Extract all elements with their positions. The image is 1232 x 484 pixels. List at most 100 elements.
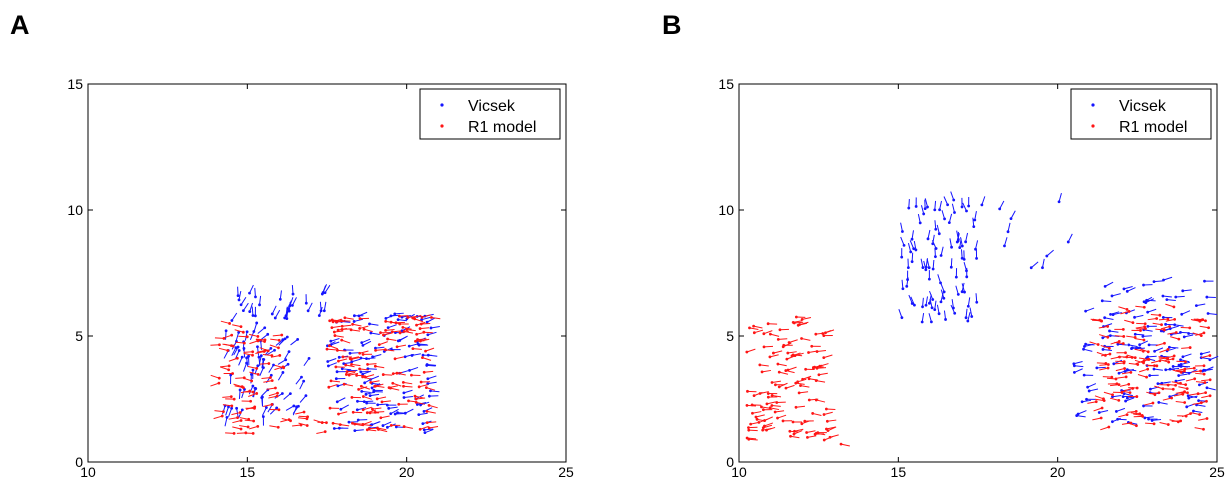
data-point	[923, 207, 927, 211]
data-point	[225, 416, 229, 419]
data-point	[921, 305, 924, 309]
velocity-line	[1162, 295, 1172, 298]
data-point	[348, 351, 352, 355]
data-point	[1109, 313, 1112, 316]
velocity-line	[808, 350, 818, 353]
data-point	[934, 227, 938, 231]
data-point	[361, 375, 365, 379]
x-tick-label: 15	[240, 464, 256, 480]
velocity-line	[1135, 360, 1145, 365]
data-point	[745, 404, 749, 407]
velocity-line	[1082, 399, 1092, 403]
velocity-line	[340, 404, 349, 410]
data-point	[1136, 363, 1140, 366]
velocity-line	[419, 425, 429, 430]
data-point	[1117, 371, 1121, 375]
velocity-line	[1181, 347, 1191, 349]
velocity-line	[794, 321, 804, 324]
data-point	[755, 417, 759, 421]
velocity-line	[416, 321, 426, 326]
data-point	[792, 432, 796, 436]
data-point	[1152, 367, 1156, 371]
data-point	[956, 293, 960, 296]
data-point	[326, 344, 329, 348]
data-point	[1135, 395, 1139, 398]
data-point	[1199, 369, 1202, 373]
velocity-line	[1154, 347, 1164, 352]
data-point	[1066, 240, 1070, 244]
velocity-line	[232, 426, 242, 430]
x-tick-label: 10	[731, 464, 747, 480]
velocity-line	[1092, 318, 1102, 322]
data-point	[1108, 352, 1112, 356]
velocity-line	[351, 356, 361, 360]
velocity-line	[351, 329, 361, 332]
data-point	[250, 379, 254, 383]
velocity-line	[1209, 355, 1219, 361]
velocity-line	[1074, 368, 1083, 373]
data-point	[790, 354, 794, 358]
data-point	[1146, 355, 1150, 359]
velocity-line	[228, 357, 238, 362]
data-point	[803, 419, 807, 423]
data-point	[251, 390, 255, 394]
data-point	[920, 320, 924, 324]
velocity-line	[329, 345, 339, 350]
data-point	[1125, 355, 1129, 359]
data-point	[252, 330, 256, 333]
velocity-line	[1115, 368, 1125, 372]
velocity-line	[358, 386, 368, 390]
data-point	[797, 391, 801, 395]
data-point	[965, 275, 969, 279]
data-point	[906, 278, 909, 281]
velocity-line	[303, 358, 310, 367]
velocity-line	[1058, 192, 1062, 202]
data-point	[1130, 356, 1134, 359]
data-point	[381, 424, 385, 427]
velocity-line	[963, 261, 967, 271]
velocity-line	[758, 418, 768, 423]
velocity-line	[292, 406, 297, 416]
velocity-line	[420, 401, 430, 406]
data-point	[749, 422, 753, 426]
data-point	[918, 221, 922, 225]
velocity-line	[961, 282, 965, 292]
velocity-line	[1178, 386, 1188, 390]
velocity-line	[1110, 356, 1120, 360]
data-point	[1168, 325, 1171, 328]
data-point	[256, 364, 260, 368]
series-r1-model	[210, 314, 441, 435]
data-point	[757, 421, 761, 424]
velocity-line	[1163, 276, 1173, 281]
velocity-line	[950, 304, 956, 314]
data-point	[1106, 363, 1110, 366]
velocity-line	[268, 392, 278, 397]
data-point	[285, 335, 289, 339]
data-point	[751, 411, 754, 415]
velocity-line	[388, 385, 398, 389]
data-point	[242, 347, 246, 350]
data-point	[1106, 325, 1110, 328]
velocity-line	[779, 371, 789, 375]
data-point	[1157, 391, 1161, 395]
panel-letter-a: A	[10, 10, 30, 40]
data-point	[761, 408, 765, 412]
velocity-line	[367, 363, 377, 365]
velocity-line	[1142, 335, 1152, 337]
velocity-line	[399, 330, 409, 334]
data-point	[754, 415, 758, 419]
data-point	[341, 355, 345, 359]
velocity-line	[795, 405, 806, 408]
velocity-line	[967, 312, 971, 322]
velocity-line	[269, 344, 279, 349]
data-point	[1179, 381, 1182, 385]
data-point	[251, 350, 255, 354]
data-point	[1166, 317, 1170, 321]
data-point	[239, 325, 243, 329]
data-point	[1003, 244, 1006, 248]
data-point	[356, 418, 360, 422]
velocity-line	[787, 366, 797, 371]
velocity-line	[385, 320, 395, 324]
velocity-line	[372, 407, 382, 410]
velocity-line	[359, 368, 369, 371]
